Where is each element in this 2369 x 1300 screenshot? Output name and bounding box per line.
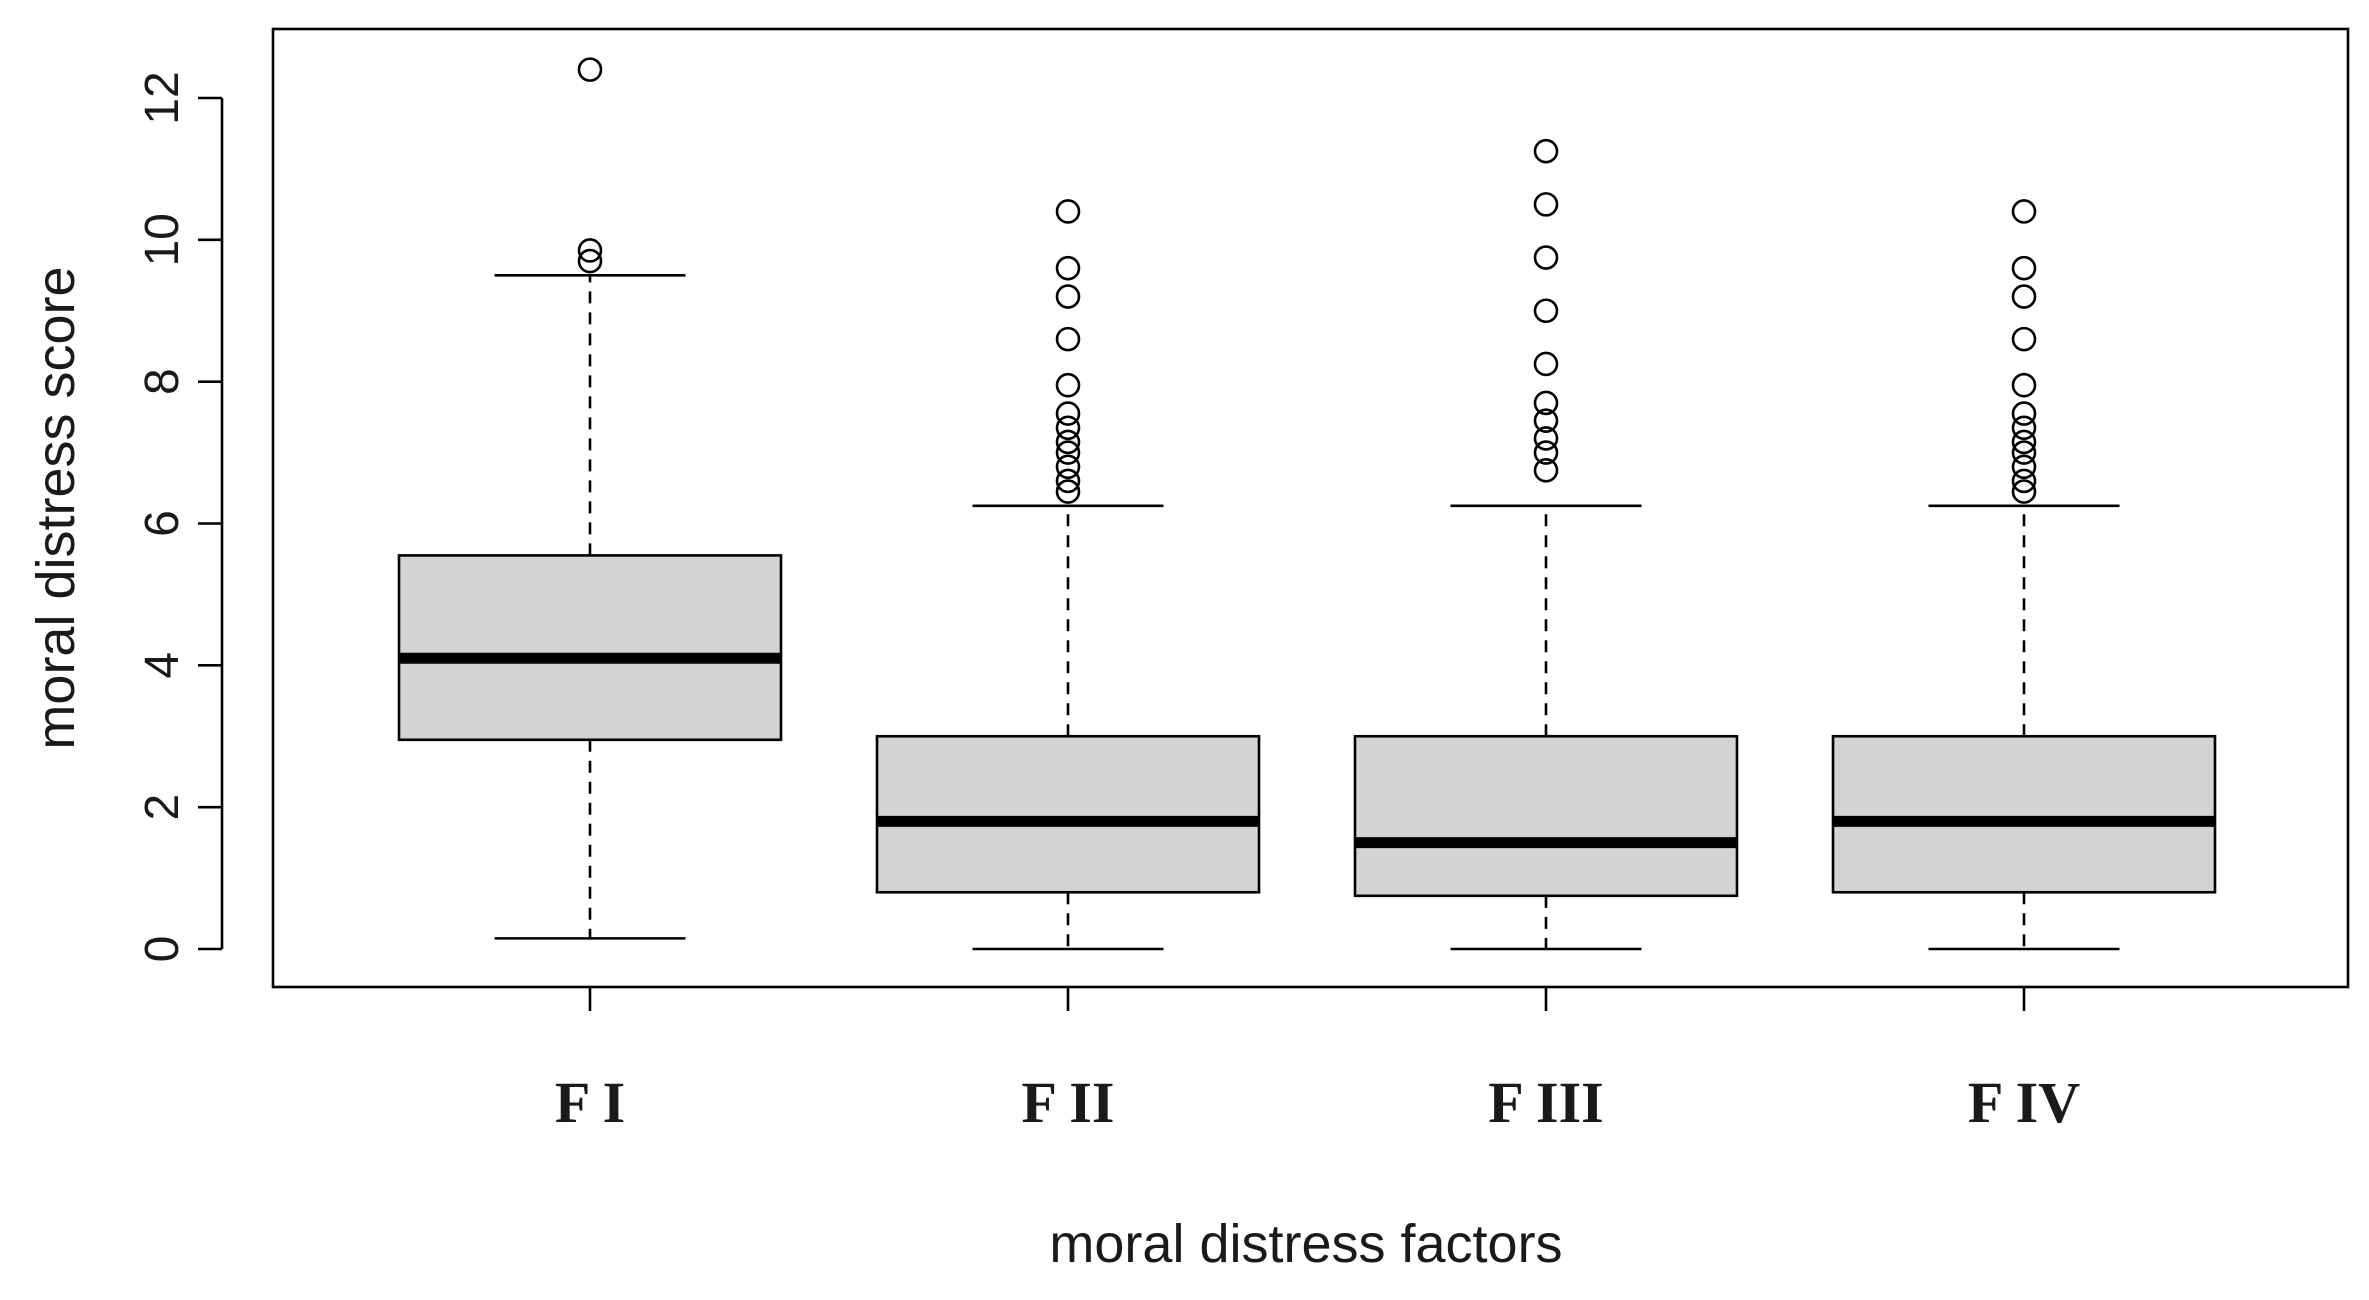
outlier-point: [1055, 326, 1081, 352]
outlier-point: [1055, 440, 1081, 465]
x-tick-label-2: F II: [1022, 1070, 1115, 1135]
box-3: [1353, 138, 1739, 951]
y-tick-label-6: 6: [136, 510, 189, 537]
outlier-point: [1533, 192, 1559, 217]
outlier-point: [2011, 468, 2037, 494]
outlier-point: [1055, 479, 1081, 504]
outlier-point: [1055, 429, 1081, 455]
plot-frame: [271, 27, 2350, 989]
iqr-box: [875, 734, 1261, 894]
outlier-point: [1533, 440, 1559, 465]
outlier-point: [577, 248, 603, 274]
x-axis: F I F II F III F IV: [555, 987, 2080, 1135]
outlier-point: [2011, 284, 2037, 309]
outlier-point: [1533, 351, 1559, 377]
boxes-layer: [397, 57, 2217, 951]
outlier-point: [1533, 245, 1559, 270]
outlier-point: [2011, 326, 2037, 352]
box-1: [397, 57, 783, 940]
box-2: [875, 199, 1261, 951]
y-tick-label-2: 2: [136, 794, 189, 821]
x-tick-label-4: F IV: [1968, 1070, 2080, 1135]
outlier-point: [1533, 390, 1559, 416]
outlier-point: [2011, 479, 2037, 504]
x-tick-label-3: F III: [1488, 1070, 1604, 1135]
y-tick-label-10: 10: [136, 213, 189, 266]
outlier-point: [2011, 199, 2037, 224]
outlier-point: [2011, 429, 2037, 455]
outlier-point: [577, 238, 603, 263]
outlier-point: [2011, 440, 2037, 465]
y-tick-label-0: 0: [136, 936, 189, 963]
y-tick-label-4: 4: [136, 652, 189, 679]
outlier-point: [1533, 458, 1559, 483]
outlier-point: [1533, 426, 1559, 451]
y-axis: 0 2 4 6 8 10 12: [136, 71, 224, 963]
y-tick-label-12: 12: [136, 71, 189, 124]
outlier-point: [1533, 298, 1559, 324]
outlier-point: [577, 57, 603, 82]
outlier-point: [2011, 372, 2037, 398]
x-tick-label-1: F I: [555, 1070, 625, 1135]
outlier-point: [2011, 401, 2037, 426]
outlier-point: [1055, 468, 1081, 494]
outlier-point: [2011, 454, 2037, 480]
iqr-box: [1353, 734, 1739, 898]
outlier-point: [1055, 284, 1081, 309]
outlier-point: [1055, 415, 1081, 441]
outlier-point: [1533, 408, 1559, 433]
y-axis-label: moral distress score: [26, 266, 86, 749]
outlier-point: [1055, 454, 1081, 480]
x-axis-label: moral distress factors: [1049, 1214, 1562, 1274]
y-tick-label-8: 8: [136, 368, 189, 395]
outlier-point: [1533, 138, 1559, 164]
box-4: [1831, 199, 2217, 951]
outlier-point: [1055, 255, 1081, 281]
outlier-point: [1055, 199, 1081, 224]
outlier-point: [2011, 255, 2037, 281]
iqr-box: [1831, 734, 2217, 894]
iqr-box: [397, 554, 783, 742]
outlier-point: [1055, 372, 1081, 398]
outlier-point: [1055, 401, 1081, 426]
outlier-point: [2011, 415, 2037, 441]
